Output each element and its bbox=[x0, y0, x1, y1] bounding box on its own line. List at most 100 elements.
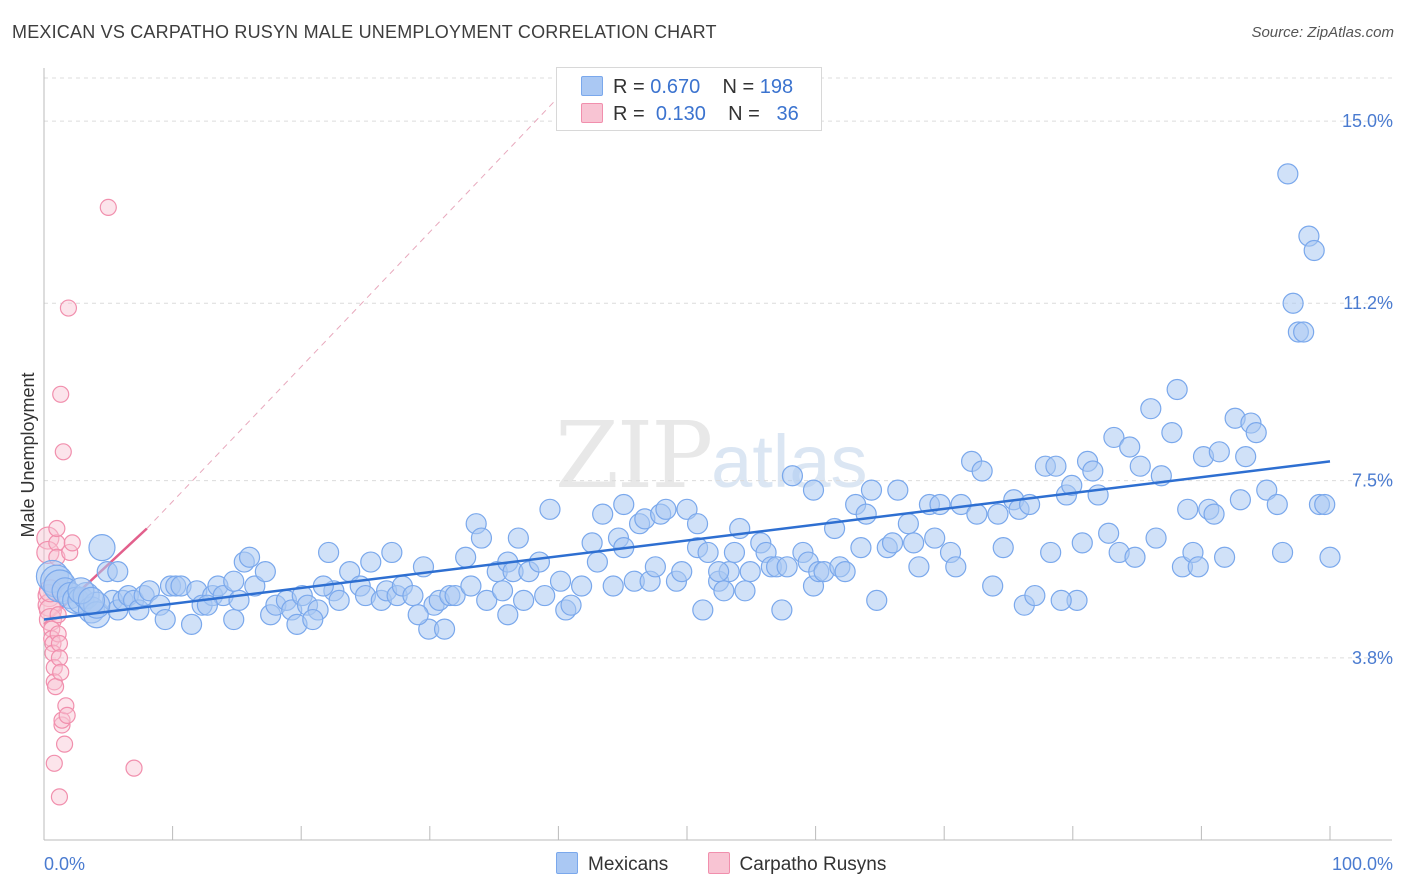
legend-row-rusyns: R = 0.130 N = 36 bbox=[581, 103, 799, 127]
rusyns-swatch-icon bbox=[581, 103, 603, 123]
mexican-point bbox=[897, 513, 919, 535]
mexican-point bbox=[360, 551, 382, 573]
mexican-point bbox=[1208, 441, 1230, 463]
rusyn-point bbox=[50, 788, 69, 806]
watermark-zip: ZIP bbox=[555, 402, 713, 509]
rusyn-point bbox=[45, 754, 63, 772]
y-tick-label: 11.2% bbox=[1343, 293, 1393, 313]
rusyn-point bbox=[63, 534, 81, 552]
mexican-trend-line bbox=[43, 460, 1331, 621]
mexican-point bbox=[1040, 541, 1062, 564]
mexican-point bbox=[655, 498, 677, 520]
axis-labels: 3.8% 7.5% 11.2% 15.0% 0.0% 100.0% Male Unemplo… bbox=[18, 111, 1393, 874]
mexican-point bbox=[776, 556, 798, 578]
mexican-point bbox=[1103, 426, 1125, 449]
mexican-point bbox=[713, 580, 735, 602]
mexican-point bbox=[1277, 163, 1299, 185]
mexican-point bbox=[1293, 321, 1315, 343]
mexican-point bbox=[1071, 532, 1093, 554]
mexican-point bbox=[77, 586, 106, 614]
mexican-point bbox=[739, 561, 761, 583]
mexican-point bbox=[1098, 522, 1120, 544]
mexican-point bbox=[644, 556, 666, 578]
mexican-point bbox=[1203, 503, 1225, 525]
mexican-point bbox=[254, 561, 276, 583]
mexican-point bbox=[708, 561, 730, 583]
rusyn-point bbox=[49, 606, 67, 624]
mexican-point bbox=[1166, 378, 1188, 401]
mexican-point bbox=[1282, 292, 1304, 314]
mexican-point bbox=[1140, 398, 1162, 420]
legend-r-value: 0.670 bbox=[650, 76, 701, 98]
mexican-point bbox=[860, 479, 883, 501]
mexican-point bbox=[850, 537, 872, 559]
mexican-point bbox=[513, 589, 535, 611]
mexican-point bbox=[613, 493, 635, 516]
source-label: Source: ZipAtlas.com bbox=[1251, 24, 1394, 41]
mexican-point bbox=[1024, 584, 1046, 607]
mexican-point bbox=[88, 534, 116, 562]
mexican-point bbox=[154, 608, 176, 631]
y-tick-label: 7.5% bbox=[1352, 471, 1393, 491]
rusyn-point bbox=[48, 519, 66, 538]
mexican-point bbox=[497, 604, 519, 626]
mexican-point bbox=[966, 503, 988, 525]
mexican-point bbox=[534, 584, 556, 607]
mexican-point bbox=[1161, 422, 1183, 444]
series-legend: Mexicans Carpatho Rusyns bbox=[556, 852, 920, 876]
watermark-atlas: atlas bbox=[711, 420, 868, 503]
legend-item-mexicans[interactable]: Mexicans bbox=[556, 852, 668, 876]
watermark: ZIPatlas bbox=[555, 402, 867, 509]
mexican-point bbox=[924, 527, 946, 549]
rusyn-point bbox=[46, 678, 65, 696]
mexican-point bbox=[1314, 493, 1336, 516]
legend-n-label: N = bbox=[728, 103, 760, 125]
mexican-point bbox=[1119, 436, 1141, 458]
legend-row-mexicans: R = 0.670 N = 198 bbox=[581, 76, 793, 100]
rusyn-point bbox=[44, 634, 62, 653]
legend-item-rusyns[interactable]: Carpatho Rusyns bbox=[707, 852, 887, 876]
mexican-point bbox=[887, 479, 909, 501]
mexican-point bbox=[781, 465, 804, 487]
mexican-point bbox=[686, 513, 709, 535]
rusyn-point bbox=[54, 443, 72, 461]
mexican-point bbox=[318, 541, 340, 564]
mexican-point bbox=[1256, 479, 1278, 501]
mexican-point bbox=[433, 618, 456, 640]
mexican-point bbox=[1050, 589, 1072, 611]
mexican-point bbox=[881, 532, 904, 554]
mexican-point bbox=[1266, 493, 1288, 516]
rusyn-point bbox=[55, 735, 74, 753]
stats-legend: R = 0.670 N = 198 R = 0.130 N = 36 bbox=[556, 67, 822, 131]
legend-n-value: 36 bbox=[776, 103, 799, 125]
mexican-point bbox=[671, 561, 693, 583]
legend-r-label: R = bbox=[613, 76, 645, 98]
mexican-point bbox=[866, 589, 888, 611]
legend-label-mexicans: Mexicans bbox=[588, 854, 669, 875]
mexican-point bbox=[987, 503, 1009, 525]
legend-label-rusyns: Carpatho Rusyns bbox=[739, 854, 887, 875]
mexican-point bbox=[560, 594, 582, 616]
mexican-point bbox=[1235, 446, 1257, 468]
mexican-point bbox=[1061, 474, 1083, 496]
rusyn-point bbox=[125, 759, 143, 777]
mexican-point bbox=[549, 570, 572, 592]
mexican-point bbox=[908, 556, 930, 578]
legend-n-value: 198 bbox=[759, 76, 794, 98]
rusyn-point bbox=[58, 706, 76, 724]
mexican-point bbox=[1145, 527, 1167, 549]
mexican-point bbox=[107, 561, 129, 583]
chart-title: MEXICAN VS CARPATHO RUSYN MALE UNEMPLOYM… bbox=[12, 22, 717, 42]
mexican-point bbox=[1271, 541, 1294, 564]
rusyn-trend-extension bbox=[146, 96, 559, 529]
mexican-point bbox=[460, 575, 482, 597]
mexican-point bbox=[570, 575, 593, 597]
mexican-point bbox=[1229, 489, 1252, 511]
mexican-point bbox=[1129, 455, 1151, 477]
mexican-point bbox=[539, 498, 561, 520]
mexican-point bbox=[945, 556, 967, 578]
mexican-point bbox=[507, 527, 529, 549]
mexican-trend-group bbox=[43, 460, 1331, 621]
mexican-point bbox=[1045, 455, 1067, 477]
